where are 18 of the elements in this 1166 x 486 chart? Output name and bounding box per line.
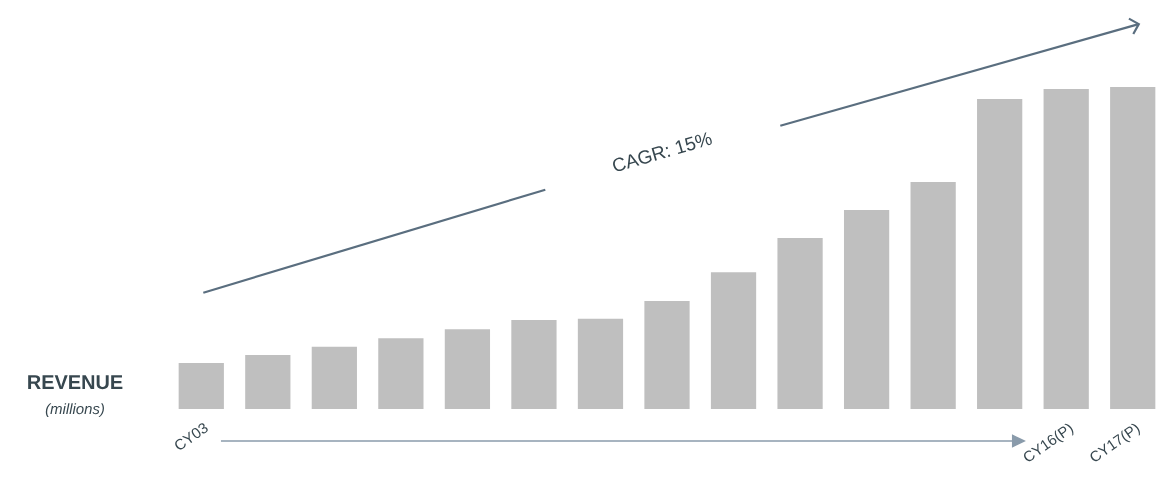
- bar: [511, 320, 557, 409]
- bar: [444, 329, 491, 409]
- annotation: CAGR: 15%: [613, 132, 712, 172]
- bar: [378, 338, 424, 409]
- bar: [1110, 86, 1156, 409]
- bar: [910, 181, 956, 409]
- bar: [644, 301, 690, 409]
- text: (millions): [45, 403, 104, 418]
- bar: [777, 238, 823, 409]
- bar: [178, 362, 224, 409]
- bar: [710, 272, 757, 409]
- bar: [577, 318, 624, 409]
- bar: [977, 98, 1023, 409]
- bar: [311, 346, 357, 409]
- bar: [843, 209, 890, 409]
- bar: [245, 354, 291, 409]
- y-axis-title: REVENUE: [28, 375, 123, 390]
- bar: [1043, 88, 1089, 409]
